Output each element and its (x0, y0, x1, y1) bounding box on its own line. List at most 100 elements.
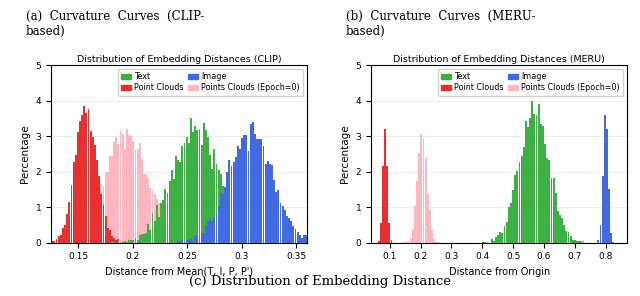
Bar (79, 228, 81, 243)
Bar (75, 235, 77, 243)
Bar (198, 235, 200, 243)
Bar (557, 210, 559, 243)
Bar (380, 223, 382, 243)
Bar (563, 225, 565, 243)
Bar (186, 240, 188, 243)
Bar (207, 221, 209, 243)
Bar (118, 242, 120, 243)
Bar (550, 178, 552, 243)
Bar (572, 240, 574, 243)
Bar (99, 189, 100, 243)
Bar (429, 210, 431, 243)
X-axis label: Distance from Mean(T, I, P, P'): Distance from Mean(T, I, P, P') (105, 267, 253, 277)
Bar (62, 228, 64, 243)
Bar (198, 242, 200, 243)
Bar (160, 203, 162, 243)
Bar (579, 241, 580, 243)
Bar (271, 165, 273, 243)
Bar (582, 241, 584, 243)
Bar (256, 238, 258, 243)
Bar (188, 242, 190, 243)
Bar (608, 189, 610, 243)
Bar (237, 210, 239, 243)
Bar (561, 218, 563, 243)
Bar (118, 239, 120, 243)
Bar (420, 134, 422, 243)
Bar (150, 188, 151, 243)
Bar (70, 237, 72, 243)
Bar (166, 224, 168, 243)
Bar (220, 173, 222, 243)
Bar (493, 241, 495, 243)
Bar (145, 233, 147, 243)
Bar (77, 132, 79, 243)
Bar (134, 150, 136, 243)
Bar (139, 235, 141, 243)
Bar (508, 207, 510, 243)
Bar (388, 223, 390, 243)
Bar (73, 235, 74, 243)
Bar (419, 153, 420, 243)
Bar (177, 160, 179, 243)
Bar (292, 226, 294, 243)
Bar (75, 155, 77, 243)
Bar (269, 242, 271, 243)
Bar (262, 146, 264, 243)
Bar (96, 160, 98, 243)
Bar (273, 242, 275, 243)
Bar (196, 131, 198, 243)
Bar (248, 229, 250, 243)
Bar (132, 240, 134, 243)
Bar (576, 241, 578, 243)
Bar (184, 239, 186, 243)
Bar (81, 223, 83, 243)
Bar (201, 234, 203, 243)
Bar (70, 186, 72, 243)
Bar (83, 106, 85, 243)
Bar (163, 200, 164, 243)
Bar (536, 115, 538, 243)
Bar (51, 242, 53, 243)
Y-axis label: Percentage: Percentage (340, 125, 350, 183)
Bar (164, 189, 166, 243)
Bar (81, 115, 83, 243)
Bar (58, 242, 60, 243)
Bar (521, 156, 523, 243)
Bar (612, 242, 614, 243)
Bar (235, 217, 237, 243)
Bar (297, 232, 299, 243)
Bar (196, 235, 198, 243)
Bar (88, 109, 90, 243)
Bar (259, 139, 260, 243)
Bar (422, 138, 424, 243)
Title: Distribution of Embedding Distances (MERU): Distribution of Embedding Distances (MER… (393, 55, 605, 64)
Bar (540, 124, 542, 243)
Bar (570, 236, 572, 243)
Bar (56, 239, 58, 243)
Bar (538, 104, 540, 243)
Bar (132, 141, 134, 243)
Bar (431, 230, 433, 243)
Bar (179, 242, 181, 243)
Bar (542, 126, 544, 243)
Title: Distribution of Embedding Distances (CLIP): Distribution of Embedding Distances (CLI… (77, 55, 282, 64)
Bar (412, 230, 414, 243)
Bar (280, 242, 282, 243)
Bar (115, 240, 117, 243)
Bar (241, 138, 243, 243)
Legend: Text, Point Clouds, Image, Points Clouds (Epoch=0): Text, Point Clouds, Image, Points Clouds… (118, 69, 303, 96)
Bar (250, 234, 252, 243)
Bar (100, 184, 102, 243)
Bar (303, 235, 305, 243)
Bar (109, 242, 111, 243)
Bar (124, 242, 126, 243)
Bar (192, 132, 194, 243)
Bar (233, 216, 235, 243)
Bar (267, 241, 269, 243)
Bar (390, 240, 392, 243)
Bar (120, 131, 122, 243)
Bar (94, 145, 96, 243)
Bar (58, 236, 60, 243)
Bar (64, 240, 66, 243)
Bar (250, 124, 252, 243)
